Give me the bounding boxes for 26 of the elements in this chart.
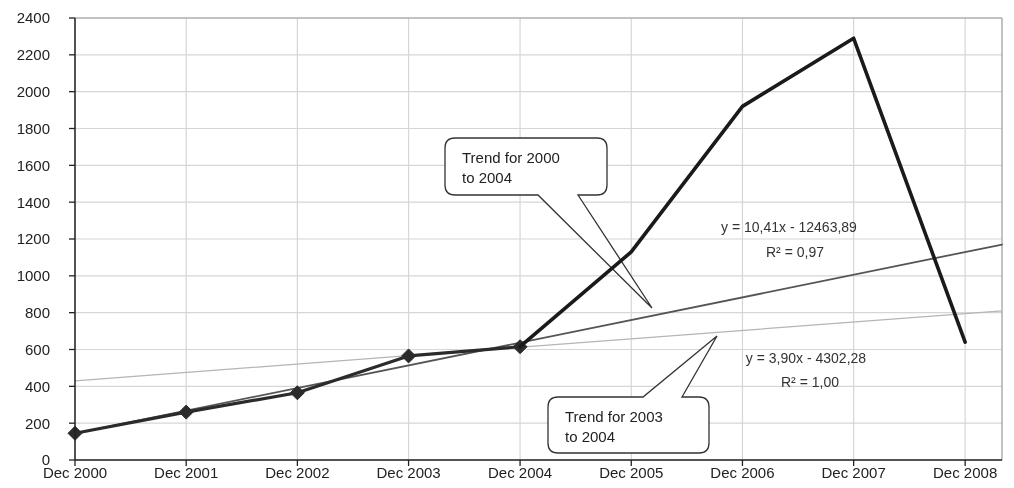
y-tick-label: 1200 bbox=[16, 230, 50, 248]
y-tick-label: 600 bbox=[24, 340, 50, 358]
annotation: y = 10,41x - 12463,89 bbox=[721, 219, 858, 235]
y-tick-label: 1600 bbox=[16, 156, 50, 174]
y-tick-label: 2000 bbox=[16, 83, 50, 101]
y-tick-label: 400 bbox=[24, 377, 50, 395]
x-tick-label: Dec 2002 bbox=[265, 464, 330, 481]
y-tick-label: 1800 bbox=[16, 119, 50, 137]
y-tick-label: 800 bbox=[24, 304, 50, 322]
x-tick-label: Dec 2005 bbox=[599, 464, 664, 481]
y-tick-label: 2200 bbox=[16, 46, 50, 64]
x-tick-label: Dec 2004 bbox=[487, 464, 553, 481]
x-tick-label: Dec 2003 bbox=[376, 464, 441, 481]
x-tick-label: Dec 2008 bbox=[933, 464, 998, 481]
annotation: Trend for 2000 to 2004 bbox=[462, 149, 560, 186]
annotation: y = 3,90x - 4302,28 bbox=[745, 350, 867, 366]
y-tick-label: 2400 bbox=[16, 9, 50, 27]
x-tick-label: Dec 2007 bbox=[821, 464, 886, 481]
y-tick-label: 200 bbox=[24, 414, 50, 432]
x-tick-label: Dec 2001 bbox=[154, 464, 219, 481]
annotation: R² = 0,97 bbox=[766, 244, 825, 260]
annotation: Trend for 2003 to 2004 bbox=[565, 408, 663, 445]
x-tick-label: Dec 2006 bbox=[710, 464, 775, 481]
y-tick-label: 1000 bbox=[16, 267, 50, 285]
annotation: R² = 1,00 bbox=[781, 374, 840, 390]
y-tick-label: 1400 bbox=[16, 193, 50, 211]
